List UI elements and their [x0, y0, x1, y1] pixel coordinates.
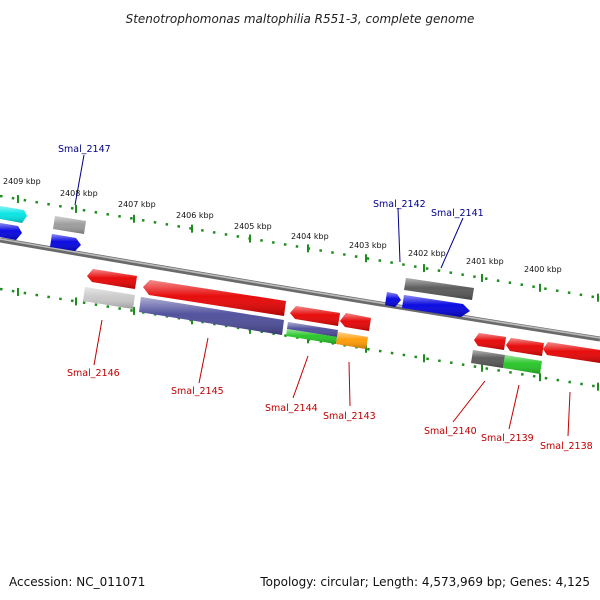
gene-label-smal-2146[interactable]: Smal_2146	[67, 368, 120, 379]
scale-labels: 2409 kbp 2408 kbp 2407 kbp 2406 kbp 2405…	[3, 177, 562, 274]
gene-smal-2140-bar[interactable]	[471, 350, 505, 368]
gene-label-smal-2138[interactable]: Smal_2138	[540, 441, 593, 452]
scale-label: 2405 kbp	[234, 222, 272, 231]
gene-smal-2147-bar[interactable]	[53, 216, 86, 234]
gene-smal-2139-bar[interactable]	[503, 355, 542, 374]
gene-red-2146-top[interactable]	[87, 269, 137, 289]
features	[0, 206, 600, 374]
gene-smal-2141-bar[interactable]	[402, 295, 470, 317]
gene-smal-2145-bar[interactable]	[139, 297, 284, 335]
gene-cyan[interactable]	[0, 206, 27, 223]
gene-red-2144-top[interactable]	[290, 306, 340, 326]
gene-blue-2147[interactable]	[50, 234, 81, 251]
gene-label-smal-2145[interactable]: Smal_2145	[171, 386, 224, 397]
scale-label: 2404 kbp	[291, 232, 329, 241]
gene-smal-2143-bar[interactable]	[336, 332, 368, 349]
blue-leader-lines	[74, 154, 464, 269]
scale-label: 2403 kbp	[349, 241, 387, 250]
gene-smal-2142-bar[interactable]	[404, 278, 474, 300]
gene-red-2140-top[interactable]	[474, 333, 506, 350]
scale-label: 2401 kbp	[466, 257, 504, 266]
gene-label-smal-2147[interactable]: Smal_2147	[58, 144, 111, 155]
gene-label-smal-2140[interactable]: Smal_2140	[424, 426, 477, 437]
gene-red-2139-top[interactable]	[506, 338, 544, 356]
gene-label-smal-2142[interactable]: Smal_2142	[373, 199, 426, 210]
scale-label: 2409 kbp	[3, 177, 41, 186]
red-leader-lines	[93, 319, 571, 437]
gene-smal-2144-green[interactable]	[286, 329, 337, 344]
scale-label: 2406 kbp	[176, 211, 214, 220]
gene-red-2145-top[interactable]	[143, 280, 286, 316]
gene-label-smal-2144[interactable]: Smal_2144	[265, 403, 318, 414]
gene-labels: Smal_2147 Smal_2142 Smal_2141 Smal_2146 …	[58, 144, 593, 452]
map-title: Stenotrophomonas maltophilia R551-3, com…	[126, 12, 475, 26]
gene-smal-2142-small[interactable]	[385, 292, 401, 307]
genome-backbone	[0, 237, 600, 342]
scale-label: 2408 kbp	[60, 189, 98, 198]
gene-smal-2144-purple[interactable]	[287, 322, 338, 337]
gene-red-2138-top[interactable]	[543, 342, 600, 363]
gene-label-smal-2141[interactable]: Smal_2141	[431, 208, 484, 219]
scale-label: 2402 kbp	[408, 249, 446, 258]
top-tick-track	[0, 194, 600, 300]
gene-blue-left[interactable]	[0, 223, 22, 240]
scale-label: 2400 kbp	[524, 265, 562, 274]
gene-label-smal-2143[interactable]: Smal_2143	[323, 411, 376, 422]
gene-label-smal-2139[interactable]: Smal_2139	[481, 433, 534, 444]
accession-text: Accession: NC_011071	[9, 575, 145, 589]
gene-red-2143-top[interactable]	[340, 313, 371, 331]
scale-label: 2407 kbp	[118, 200, 156, 209]
gene-smal-2146-bar[interactable]	[83, 287, 135, 309]
genome-summary-text: Topology: circular; Length: 4,573,969 bp…	[259, 575, 590, 589]
